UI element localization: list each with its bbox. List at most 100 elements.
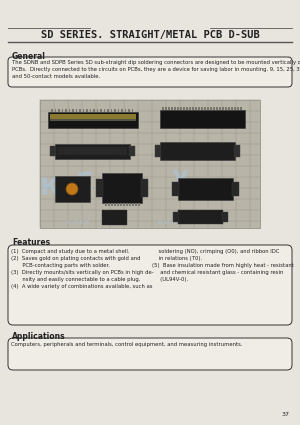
Bar bbox=[55, 109, 56, 112]
Text: Э Л Е К: Э Л Е К bbox=[66, 219, 90, 224]
Text: 37: 37 bbox=[282, 412, 290, 417]
Bar bbox=[121, 109, 122, 112]
Text: Applications: Applications bbox=[12, 332, 66, 341]
Text: (1)  Compact and study due to a metal shell.
(2)  Saves gold on plating contacts: (1) Compact and study due to a metal she… bbox=[11, 249, 154, 289]
Circle shape bbox=[66, 183, 78, 195]
Text: Features: Features bbox=[12, 238, 50, 247]
Bar bbox=[86, 109, 88, 112]
Bar bbox=[108, 203, 110, 206]
Bar bbox=[138, 203, 140, 206]
Bar bbox=[234, 145, 240, 157]
Bar bbox=[114, 109, 116, 112]
Bar bbox=[183, 107, 184, 110]
Text: Computers, peripherals and terminals, control equipment, and measuring instrumen: Computers, peripherals and terminals, co… bbox=[11, 342, 242, 347]
Bar bbox=[222, 107, 224, 110]
Bar bbox=[141, 179, 148, 197]
Bar bbox=[40, 100, 260, 228]
Bar bbox=[72, 109, 74, 112]
Bar bbox=[180, 107, 182, 110]
Bar bbox=[61, 109, 63, 112]
Text: Н: Н bbox=[110, 178, 130, 202]
Bar bbox=[195, 107, 196, 110]
Text: У: У bbox=[171, 170, 189, 190]
Bar bbox=[189, 107, 190, 110]
Bar bbox=[100, 109, 101, 112]
Bar bbox=[48, 112, 138, 128]
Bar bbox=[207, 107, 208, 110]
Bar bbox=[171, 107, 172, 110]
Bar bbox=[123, 203, 124, 206]
Bar bbox=[172, 182, 179, 196]
Bar bbox=[76, 109, 77, 112]
Bar bbox=[165, 107, 166, 110]
Bar bbox=[240, 107, 242, 110]
Bar bbox=[58, 147, 127, 155]
Bar bbox=[135, 203, 136, 206]
Text: SD SERIES. STRAIGHT/METAL PCB D-SUB: SD SERIES. STRAIGHT/METAL PCB D-SUB bbox=[40, 30, 260, 40]
Bar bbox=[204, 107, 206, 110]
Bar bbox=[102, 210, 127, 225]
Bar bbox=[186, 107, 188, 110]
Bar bbox=[222, 212, 228, 222]
Bar bbox=[114, 203, 116, 206]
Text: soldering (NO), crimping (O0), and ribbon IDC
    in relations (T0).
(5)  Base i: soldering (NO), crimping (O0), and ribbo… bbox=[152, 249, 294, 282]
Bar bbox=[234, 107, 236, 110]
Text: К: К bbox=[40, 176, 60, 200]
Bar bbox=[219, 107, 220, 110]
Bar bbox=[201, 107, 202, 110]
FancyBboxPatch shape bbox=[8, 338, 292, 370]
FancyBboxPatch shape bbox=[8, 245, 292, 325]
Bar bbox=[55, 176, 90, 202]
Bar bbox=[174, 107, 176, 110]
Bar bbox=[89, 109, 91, 112]
Bar bbox=[132, 203, 134, 206]
Bar bbox=[192, 107, 194, 110]
Bar bbox=[55, 144, 130, 159]
Bar bbox=[118, 109, 119, 112]
Bar bbox=[198, 107, 200, 110]
Bar bbox=[65, 109, 67, 112]
Bar bbox=[96, 179, 103, 197]
Bar bbox=[160, 142, 235, 160]
Bar bbox=[117, 203, 118, 206]
Bar bbox=[232, 182, 239, 196]
Bar bbox=[210, 107, 212, 110]
Bar bbox=[79, 109, 80, 112]
FancyBboxPatch shape bbox=[8, 57, 292, 87]
Bar bbox=[105, 203, 106, 206]
Bar bbox=[82, 109, 84, 112]
Bar bbox=[107, 109, 109, 112]
Bar bbox=[97, 109, 98, 112]
Bar bbox=[129, 203, 130, 206]
Bar bbox=[124, 109, 126, 112]
Bar bbox=[160, 110, 245, 128]
Bar bbox=[216, 107, 218, 110]
Bar bbox=[131, 109, 133, 112]
Bar bbox=[173, 212, 179, 222]
Text: The SDNB and SDPB Series SD sub-straight dip soldering connectors are designed t: The SDNB and SDPB Series SD sub-straight… bbox=[12, 60, 300, 79]
Bar bbox=[231, 107, 232, 110]
Bar bbox=[155, 145, 161, 157]
Bar bbox=[237, 107, 238, 110]
Bar bbox=[58, 109, 59, 112]
Bar bbox=[178, 210, 223, 224]
Bar bbox=[102, 173, 142, 203]
Bar bbox=[110, 109, 112, 112]
Bar bbox=[50, 114, 136, 119]
Bar bbox=[177, 107, 178, 110]
Bar bbox=[168, 107, 170, 110]
Bar bbox=[50, 146, 56, 156]
Bar bbox=[68, 109, 70, 112]
Bar bbox=[128, 109, 130, 112]
Text: Н И К А: Н И К А bbox=[158, 219, 182, 224]
Bar bbox=[120, 203, 122, 206]
Bar bbox=[50, 119, 136, 121]
Bar bbox=[228, 107, 230, 110]
Bar bbox=[225, 107, 226, 110]
Bar bbox=[162, 107, 164, 110]
Bar bbox=[178, 178, 233, 200]
Text: General: General bbox=[12, 52, 46, 61]
Bar bbox=[51, 109, 52, 112]
Bar bbox=[129, 146, 135, 156]
Bar bbox=[213, 107, 214, 110]
